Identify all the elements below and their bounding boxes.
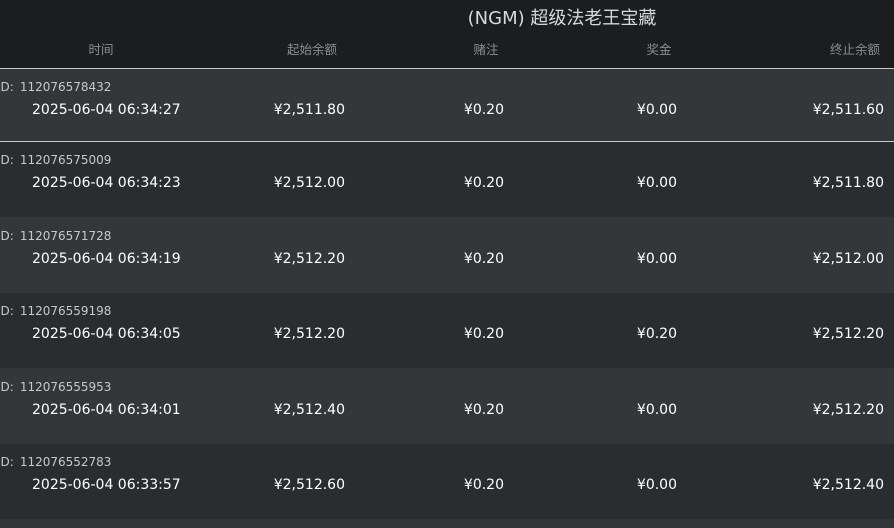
id-label: ID: xyxy=(0,455,14,469)
id-value: 112076575009 xyxy=(19,153,112,167)
table-cell: ¥2,512.20 xyxy=(273,326,345,342)
id-value: 112076552783 xyxy=(19,455,112,469)
table-cell: ¥2,512.40 xyxy=(812,477,884,493)
table-cell: ¥0.00 xyxy=(636,477,677,493)
id-value: 112076571728 xyxy=(19,229,112,243)
id-value: 112076559198 xyxy=(19,304,112,318)
table-cell: ¥0.20 xyxy=(463,175,504,191)
id-label: ID: xyxy=(0,304,14,318)
table-row: ID: 112076552783 2025-06-04 06:33:57 ¥2,512… xyxy=(0,444,894,519)
title: (NGM) 超级法老王宝藏 xyxy=(467,8,657,29)
table-cell: ¥0.20 xyxy=(463,326,504,342)
id-value: 112076578432 xyxy=(19,80,112,94)
table-cell: ¥0.20 xyxy=(463,477,504,493)
row-id: ID: 112076555953 xyxy=(0,380,111,394)
table-row: ID: 112076578432 2025-06-04 06:34:27 ¥2,511… xyxy=(0,69,894,142)
id-label: ID: xyxy=(0,229,14,243)
table-cell: 2025-06-04 06:34:19 xyxy=(32,251,181,267)
table-cell: ¥0.00 xyxy=(636,251,677,267)
column-header: 奖金 xyxy=(646,42,672,57)
table-cell: ¥2,511.80 xyxy=(273,102,345,118)
id-label: ID: xyxy=(0,380,14,394)
table-cell: ¥2,512.60 xyxy=(273,477,345,493)
table-cell: ¥0.00 xyxy=(636,402,677,418)
table-cell: ¥2,512.40 xyxy=(273,402,345,418)
table-cell: ¥0.20 xyxy=(463,251,504,267)
id-label: ID: xyxy=(0,153,14,167)
table-cell: ¥2,512.20 xyxy=(273,251,345,267)
table-cell: 2025-06-04 06:34:05 xyxy=(32,326,181,342)
table-cell: ¥0.20 xyxy=(636,326,677,342)
table-cell: ¥2,511.60 xyxy=(812,102,884,118)
id-label: ID: xyxy=(0,80,14,94)
table-cell: ¥2,511.80 xyxy=(812,175,884,191)
table-row: ID: 112076575009 2025-06-04 06:34:23 ¥2,512… xyxy=(0,142,894,217)
row-id: ID: 112076571728 xyxy=(0,229,111,243)
table-cell: ¥0.00 xyxy=(636,102,677,118)
table-cell: 2025-06-04 06:34:27 xyxy=(32,102,181,118)
table-cell: ¥2,512.20 xyxy=(812,402,884,418)
table-cell: ¥0.00 xyxy=(636,175,677,191)
row-id: ID: 112076578432 xyxy=(0,80,111,94)
table-cell: ¥2,512.00 xyxy=(812,251,884,267)
row-id: ID: 112076552783 xyxy=(0,455,111,469)
row-id: ID: 112076559198 xyxy=(0,304,111,318)
column-header: 赌注 xyxy=(473,42,499,57)
table-cell: ¥2,512.20 xyxy=(812,326,884,342)
header: (NGM) 超级法老王宝藏 时间 起始余额 赌注 奖金 终止余额 xyxy=(0,0,894,69)
table-row: ID: 112076571728 2025-06-04 06:34:19 ¥2,512… xyxy=(0,218,894,293)
row-id: ID: 112076575009 xyxy=(0,153,111,167)
column-header: 终止余额 xyxy=(829,42,880,57)
table-cell: ¥0.20 xyxy=(463,102,504,118)
table-cell: 2025-06-04 06:34:23 xyxy=(32,175,181,191)
column-header: 起始余额 xyxy=(286,42,338,57)
table-row: ID: 112076555953 2025-06-04 06:34:01 ¥2,512… xyxy=(0,369,894,444)
table-cell: 2025-06-04 06:33:57 xyxy=(32,477,181,493)
table-cell: 2025-06-04 06:34:01 xyxy=(32,402,181,418)
table-row: ID: 112076559198 2025-06-04 06:34:05 ¥2,512… xyxy=(0,293,894,368)
column-header: 时间 xyxy=(88,42,114,57)
id-value: 112076555953 xyxy=(19,380,112,394)
table-cell: ¥2,512.00 xyxy=(273,175,345,191)
table-cell: ¥0.20 xyxy=(463,402,504,418)
